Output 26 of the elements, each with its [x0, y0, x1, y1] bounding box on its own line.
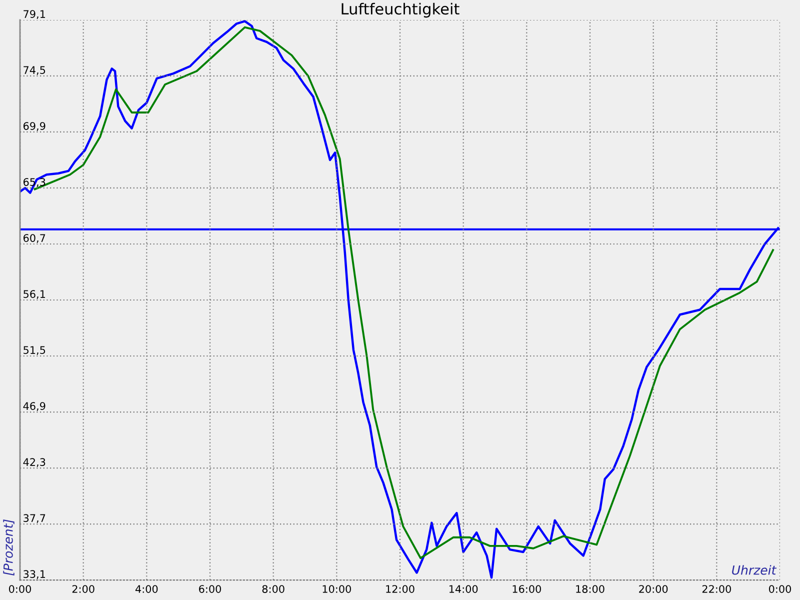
x-tick-label: 8:00: [262, 585, 284, 593]
y-tick-label: 56,1: [24, 290, 46, 300]
x-tick-label: 18:00: [576, 585, 604, 593]
x-tick-label: 0:00: [768, 585, 792, 593]
x-tick-label: 22:00: [702, 585, 731, 593]
x-tick-label: 6:00: [199, 585, 222, 593]
y-axis-title: [Prozent]: [3, 519, 14, 576]
x-tick-label: 4:00: [135, 585, 158, 593]
y-tick-label: 74,5: [24, 66, 46, 76]
y-tick-label: 37,7: [24, 514, 46, 524]
y-tick-label: 33,1: [24, 570, 46, 580]
y-tick-label: 60,7: [24, 234, 46, 244]
x-tick-label: 12:00: [386, 585, 414, 593]
x-tick-label: 14:00: [449, 585, 478, 593]
x-tick-label: 0:00: [8, 585, 32, 593]
x-tick-label: 20:00: [639, 585, 668, 593]
x-tick-label: 10:00: [322, 585, 351, 593]
x-tick-label: 2:00: [72, 585, 94, 593]
y-tick-label: 79,1: [24, 10, 46, 20]
x-tick-label: 16:00: [512, 585, 541, 593]
y-tick-label: 51,5: [24, 346, 46, 356]
y-tick-label: 46,9: [23, 402, 46, 412]
chart-title: Luftfeuchtigkeit: [342, 2, 460, 18]
y-tick-label: 69,9: [24, 122, 46, 132]
x-axis-title: Uhrzeit: [732, 565, 777, 575]
y-tick-label: 42,3: [23, 458, 46, 468]
